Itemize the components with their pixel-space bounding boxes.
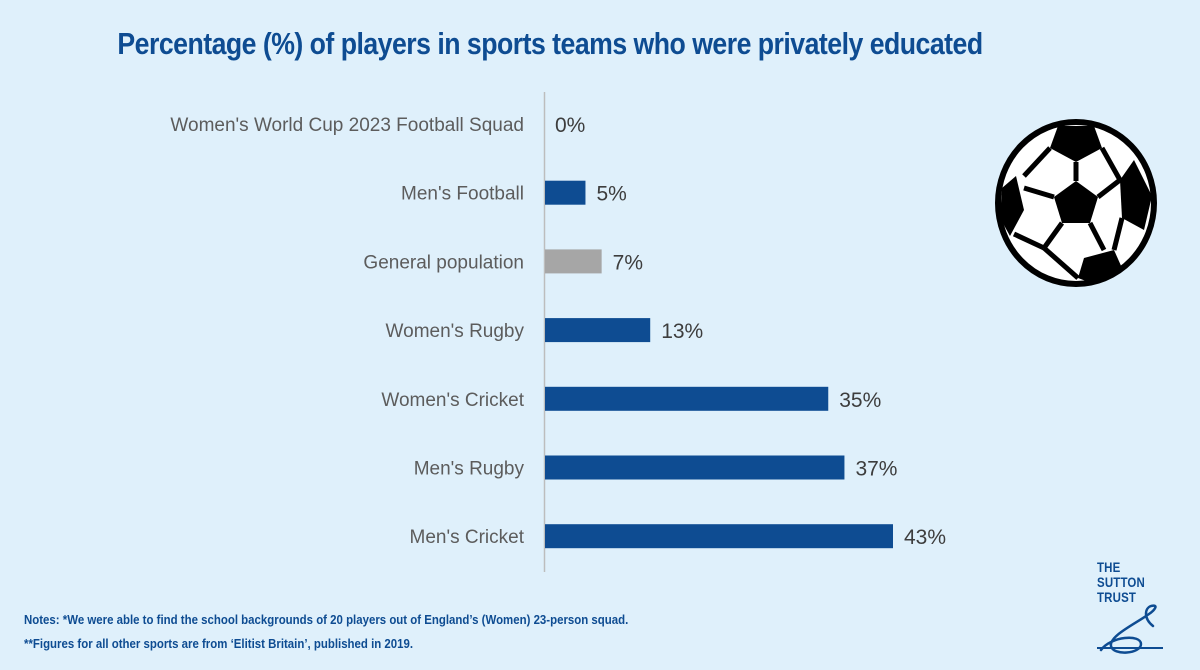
bar [545,455,845,480]
football-icon [995,119,1157,287]
value-label: 35% [839,389,881,412]
value-label: 0% [555,114,585,137]
chart-title: Percentage (%) of players in sports team… [117,26,983,61]
note-line-2: **Figures for all other sports are from … [24,636,414,651]
chart-notes: Notes: *We were able to find the school … [24,608,628,656]
bar [545,318,651,343]
category-label: Men's Football [401,184,524,205]
value-label: 43% [904,526,946,549]
value-label: 7% [613,251,643,274]
value-label: 13% [661,320,703,343]
category-label: Men's Rugby [414,459,525,480]
bar [545,386,829,411]
logo-swash-icon [1097,604,1163,654]
note-line-1: Notes: *We were able to find the school … [24,612,629,627]
logo-line-3: TRUST [1097,589,1137,605]
bar [545,249,602,274]
category-label: Women's Rugby [386,321,525,342]
category-label: General population [363,252,524,273]
logo-line-1: THE [1097,559,1121,575]
value-label: 37% [855,458,897,481]
sutton-trust-logo: THE SUTTON TRUST [1097,560,1177,660]
category-label: Women's Cricket [381,390,524,411]
logo-line-2: SUTTON [1097,574,1145,590]
bars-group: Women's World Cup 2023 Football Squad 0% M… [170,114,946,549]
value-label: 5% [596,183,626,206]
bar [545,524,893,549]
category-label: Men's Cricket [410,527,525,548]
bar [545,180,586,205]
category-label: Women's World Cup 2023 Football Squad [170,115,524,136]
